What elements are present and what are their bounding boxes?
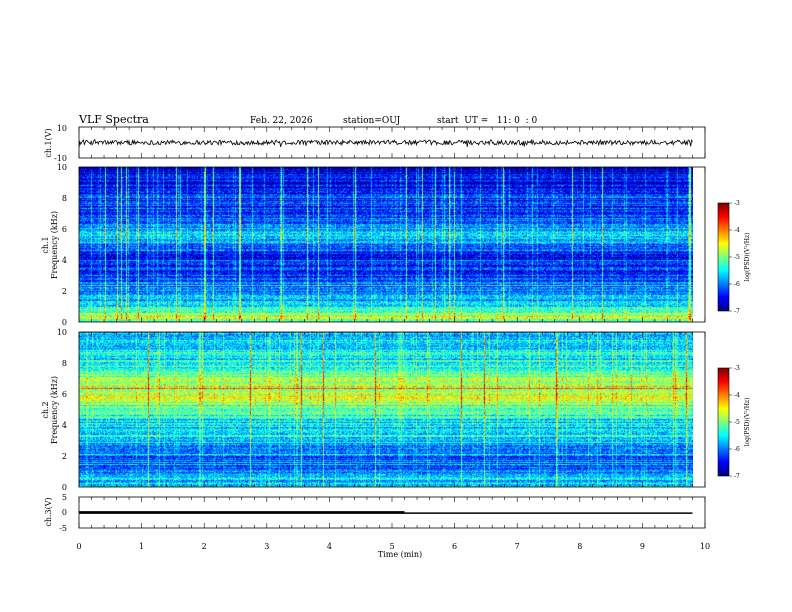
colorbar-tick-label: -6	[734, 446, 740, 453]
time-axis: 0 1 2 3 4 5 6 7 8 9 10	[76, 542, 710, 551]
ch1-ytick-top: 10	[57, 124, 67, 133]
ch3-waveform-lines	[79, 511, 693, 514]
ch2-channel-label: ch.2	[41, 401, 50, 418]
colorbar-tick-label: -7	[734, 308, 740, 315]
ch1-ytick-bottom: -10	[54, 154, 67, 163]
x-tick-label: 5	[389, 542, 394, 551]
ch1-waveform-line	[78, 138, 693, 148]
x-tick-label: 10	[700, 542, 710, 551]
x-tick-label: 2	[202, 542, 207, 551]
ch2-colorbar-label: log(PSD)(V²/Hz)	[744, 398, 751, 447]
frequency-tick-label: 10	[57, 163, 67, 172]
frequency-tick-label: 8	[62, 359, 67, 368]
frequency-tick-label: 0	[62, 483, 67, 492]
frequency-tick-label: 4	[62, 256, 67, 265]
ch2-colorbar-gradient	[718, 368, 729, 476]
colorbar-tick-label: -4	[734, 227, 740, 234]
x-tick-label: 1	[139, 542, 144, 551]
colorbar-tick-label: -5	[734, 254, 740, 261]
ch1-waveform-panel: 10 -10 ch.1(V)	[44, 124, 706, 163]
header-start-time: start UT = 11: 0 : 0	[437, 116, 538, 126]
x-tick-label: 9	[640, 542, 645, 551]
colorbar-tick-label: -3	[734, 200, 740, 207]
x-tick-label: 8	[577, 542, 582, 551]
ch1-spectrogram-image	[79, 167, 693, 322]
frequency-tick-label: 2	[62, 452, 67, 461]
x-tick-label: 6	[452, 542, 457, 551]
ch1-colorbar-ticks: -3 -4 -5 -6 -7	[729, 200, 740, 315]
ch3-ytick-mid: 0	[62, 508, 67, 517]
header-station: station=OUJ	[343, 116, 401, 126]
x-tick-label: 3	[264, 542, 269, 551]
ch2-colorbar: -3 -4 -5 -6 -7 log(PSD)(V²/Hz)	[717, 365, 751, 480]
ch3-waveform-panel: 5 0 -5 ch.3(V)	[44, 493, 706, 533]
ch1-ylabel: ch.1(V)	[44, 128, 53, 157]
frequency-tick-label: 6	[62, 225, 67, 234]
colorbar-tick-label: -5	[734, 419, 740, 426]
ch1-colorbar-label: log(PSD)(V²/Hz)	[744, 233, 751, 282]
ch1-spectrogram-panel: 0 2 4 6 8 10 ch.1 Frequency (kHz)	[41, 163, 706, 327]
colorbar-tick-label: -3	[734, 365, 740, 372]
time-axis-label: Time (min)	[378, 550, 422, 559]
x-tick-label: 0	[76, 542, 81, 551]
frequency-tick-label: 6	[62, 390, 67, 399]
ch2-spectrogram-panel: 0 2 4 6 8 10 ch.2 Frequency (kHz)	[41, 328, 706, 492]
x-tick-label: 4	[327, 542, 332, 551]
colorbar-tick-label: -7	[734, 473, 740, 480]
ch1-channel-label: ch.1	[41, 236, 50, 253]
figure-title: VLF Spectra	[78, 113, 149, 126]
ch3-ylabel: ch.3(V)	[44, 497, 53, 526]
frequency-tick-label: 0	[62, 318, 67, 327]
ch2-spectrogram-yticks: 0 2 4 6 8 10	[57, 328, 67, 492]
header-date: Feb. 22, 2026	[250, 116, 313, 126]
ch1-colorbar: -3 -4 -5 -6 -7 log(PSD)(V²/Hz)	[717, 200, 751, 315]
ch2-spectrogram-image	[79, 332, 693, 487]
ch2-colorbar-ticks: -3 -4 -5 -6 -7	[729, 365, 740, 480]
frequency-tick-label: 4	[62, 421, 67, 430]
frequency-tick-label: 10	[57, 328, 67, 337]
ch3-ytick-bottom: -5	[59, 524, 67, 533]
ch3-ytick-top: 5	[62, 493, 67, 502]
ch1-colorbar-gradient	[718, 203, 729, 311]
ch1-spectrogram-yticks: 0 2 4 6 8 10	[57, 163, 67, 327]
ch2-frequency-label: Frequency (kHz)	[50, 376, 59, 444]
frequency-tick-label: 8	[62, 194, 67, 203]
frequency-tick-label: 2	[62, 287, 67, 296]
colorbar-tick-label: -4	[734, 392, 740, 399]
x-tick-label: 7	[515, 542, 520, 551]
ch1-frequency-label: Frequency (kHz)	[50, 211, 59, 279]
colorbar-tick-label: -6	[734, 281, 740, 288]
